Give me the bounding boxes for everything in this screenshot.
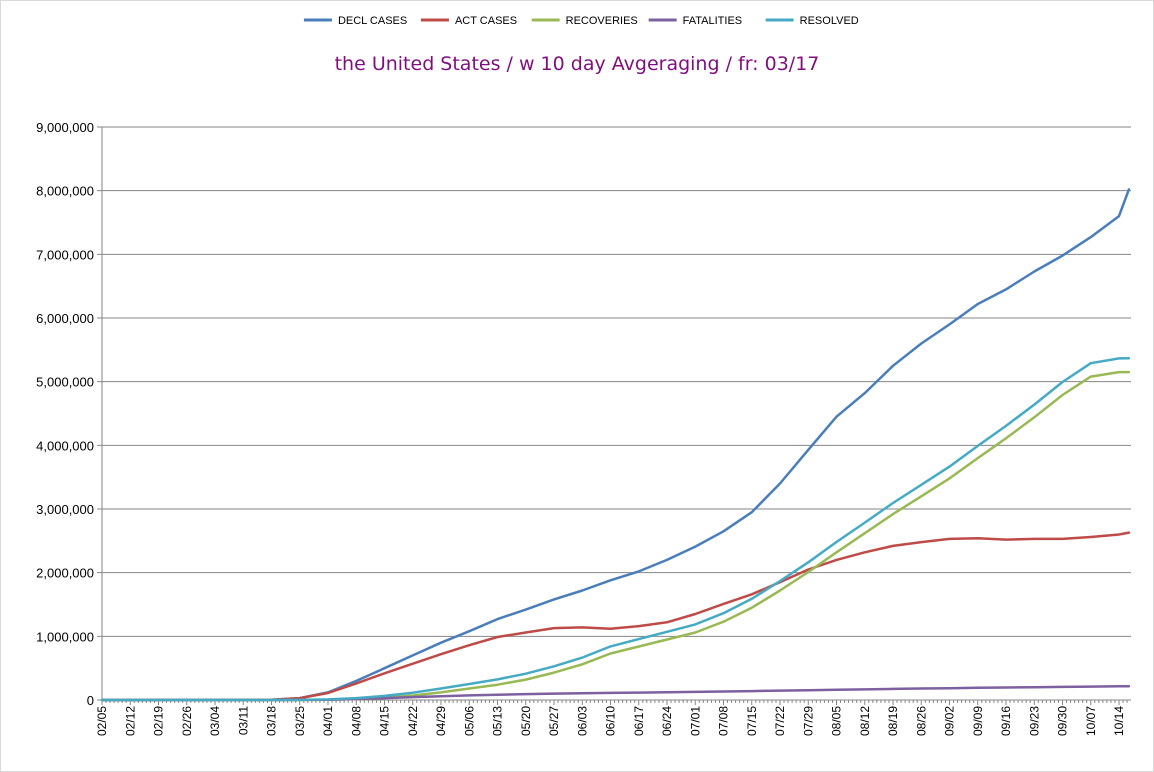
legend: DECL CASES ACT CASES RECOVERIES FATALITIES R…	[303, 15, 859, 27]
x-axis: 02/05 02/12 02/19 02/26 03/04 03/11 03/18 03/25…	[95, 699, 1131, 736]
x-tick-label: 05/06	[462, 706, 476, 736]
x-tick-label: 07/15	[745, 706, 759, 736]
legend-label: RECOVERIES	[566, 15, 638, 27]
x-tick-label: 04/22	[406, 706, 420, 736]
y-tick-label: 2,000,000	[36, 566, 94, 581]
x-tick-label: 08/19	[886, 706, 900, 736]
x-tick-label: 03/25	[293, 706, 307, 736]
y-tick-label: 8,000,000	[36, 184, 94, 199]
x-tick-label: 02/05	[95, 706, 109, 736]
x-tick-label: 03/04	[208, 706, 222, 736]
x-tick-label: 09/02	[943, 706, 957, 736]
x-tick-label: 07/01	[688, 706, 702, 736]
x-tick-label: 04/08	[349, 706, 363, 736]
x-tick-label: 10/07	[1084, 706, 1098, 736]
x-tick-label: 07/08	[717, 706, 731, 736]
x-tick-label: 09/23	[1027, 706, 1041, 736]
y-tick-label: 7,000,000	[36, 247, 94, 262]
x-tick-label: 09/16	[999, 706, 1013, 736]
y-axis: 0 1,000,000 2,000,000 3,000,000 4,000,000 5,0…	[36, 120, 103, 708]
x-tick-label: 02/12	[123, 706, 137, 736]
x-tick-label: 06/17	[632, 706, 646, 736]
series-line-recoveries	[100, 370, 1131, 702]
legend-item: ACT CASES	[420, 15, 517, 27]
legend-item: DECL CASES	[303, 15, 407, 27]
x-tick-label: 05/13	[491, 706, 505, 736]
x-tick-label: 02/19	[152, 706, 166, 736]
series-line-resolved	[100, 357, 1131, 702]
y-tick-label: 9,000,000	[36, 120, 94, 135]
gridlines	[102, 126, 1131, 637]
x-tick-label: 07/22	[773, 706, 787, 736]
legend-item: RESOLVED	[765, 15, 859, 27]
y-tick-label: 0	[87, 693, 94, 708]
y-tick-label: 6,000,000	[36, 311, 94, 326]
x-tick-label: 08/26	[914, 706, 928, 736]
x-tick-label: 10/14	[1112, 706, 1126, 736]
x-tick-label: 02/26	[180, 706, 194, 736]
x-tick-label: 03/11	[236, 706, 250, 735]
y-tick-label: 4,000,000	[36, 438, 94, 453]
legend-label: FATALITIES	[683, 15, 743, 27]
series-line-decl-cases	[100, 188, 1131, 702]
legend-label: RESOLVED	[800, 15, 859, 27]
x-tick-label: 06/03	[575, 706, 589, 736]
x-tick-label: 05/27	[547, 706, 561, 736]
x-tick-label: 08/12	[858, 706, 872, 736]
chart-title: the United States / w 10 day Avgeraging …	[335, 53, 820, 75]
x-tick-label: 08/05	[830, 706, 844, 736]
x-tick-label: 07/29	[801, 706, 815, 736]
y-tick-label: 3,000,000	[36, 502, 94, 517]
x-tick-label: 04/01	[321, 706, 335, 736]
legend-item: FATALITIES	[648, 15, 743, 27]
x-tick-label: 06/24	[660, 706, 674, 736]
legend-label: DECL CASES	[338, 15, 407, 27]
x-tick-label: 09/09	[971, 706, 985, 736]
y-tick-label: 5,000,000	[36, 375, 94, 390]
x-tick-label: 03/18	[265, 706, 279, 736]
x-tick-label: 09/30	[1056, 706, 1070, 736]
x-tick-label: 06/10	[604, 706, 618, 736]
x-tick-label: 04/29	[434, 706, 448, 736]
x-tick-label: 05/20	[519, 706, 533, 736]
legend-label: ACT CASES	[455, 15, 517, 27]
y-tick-label: 1,000,000	[36, 629, 94, 644]
series-line-act-cases	[100, 531, 1131, 702]
x-tick-label: 04/15	[378, 706, 392, 736]
legend-item: RECOVERIES	[531, 15, 638, 27]
series-line-fatalities	[100, 684, 1131, 702]
series-lines	[100, 188, 1131, 702]
